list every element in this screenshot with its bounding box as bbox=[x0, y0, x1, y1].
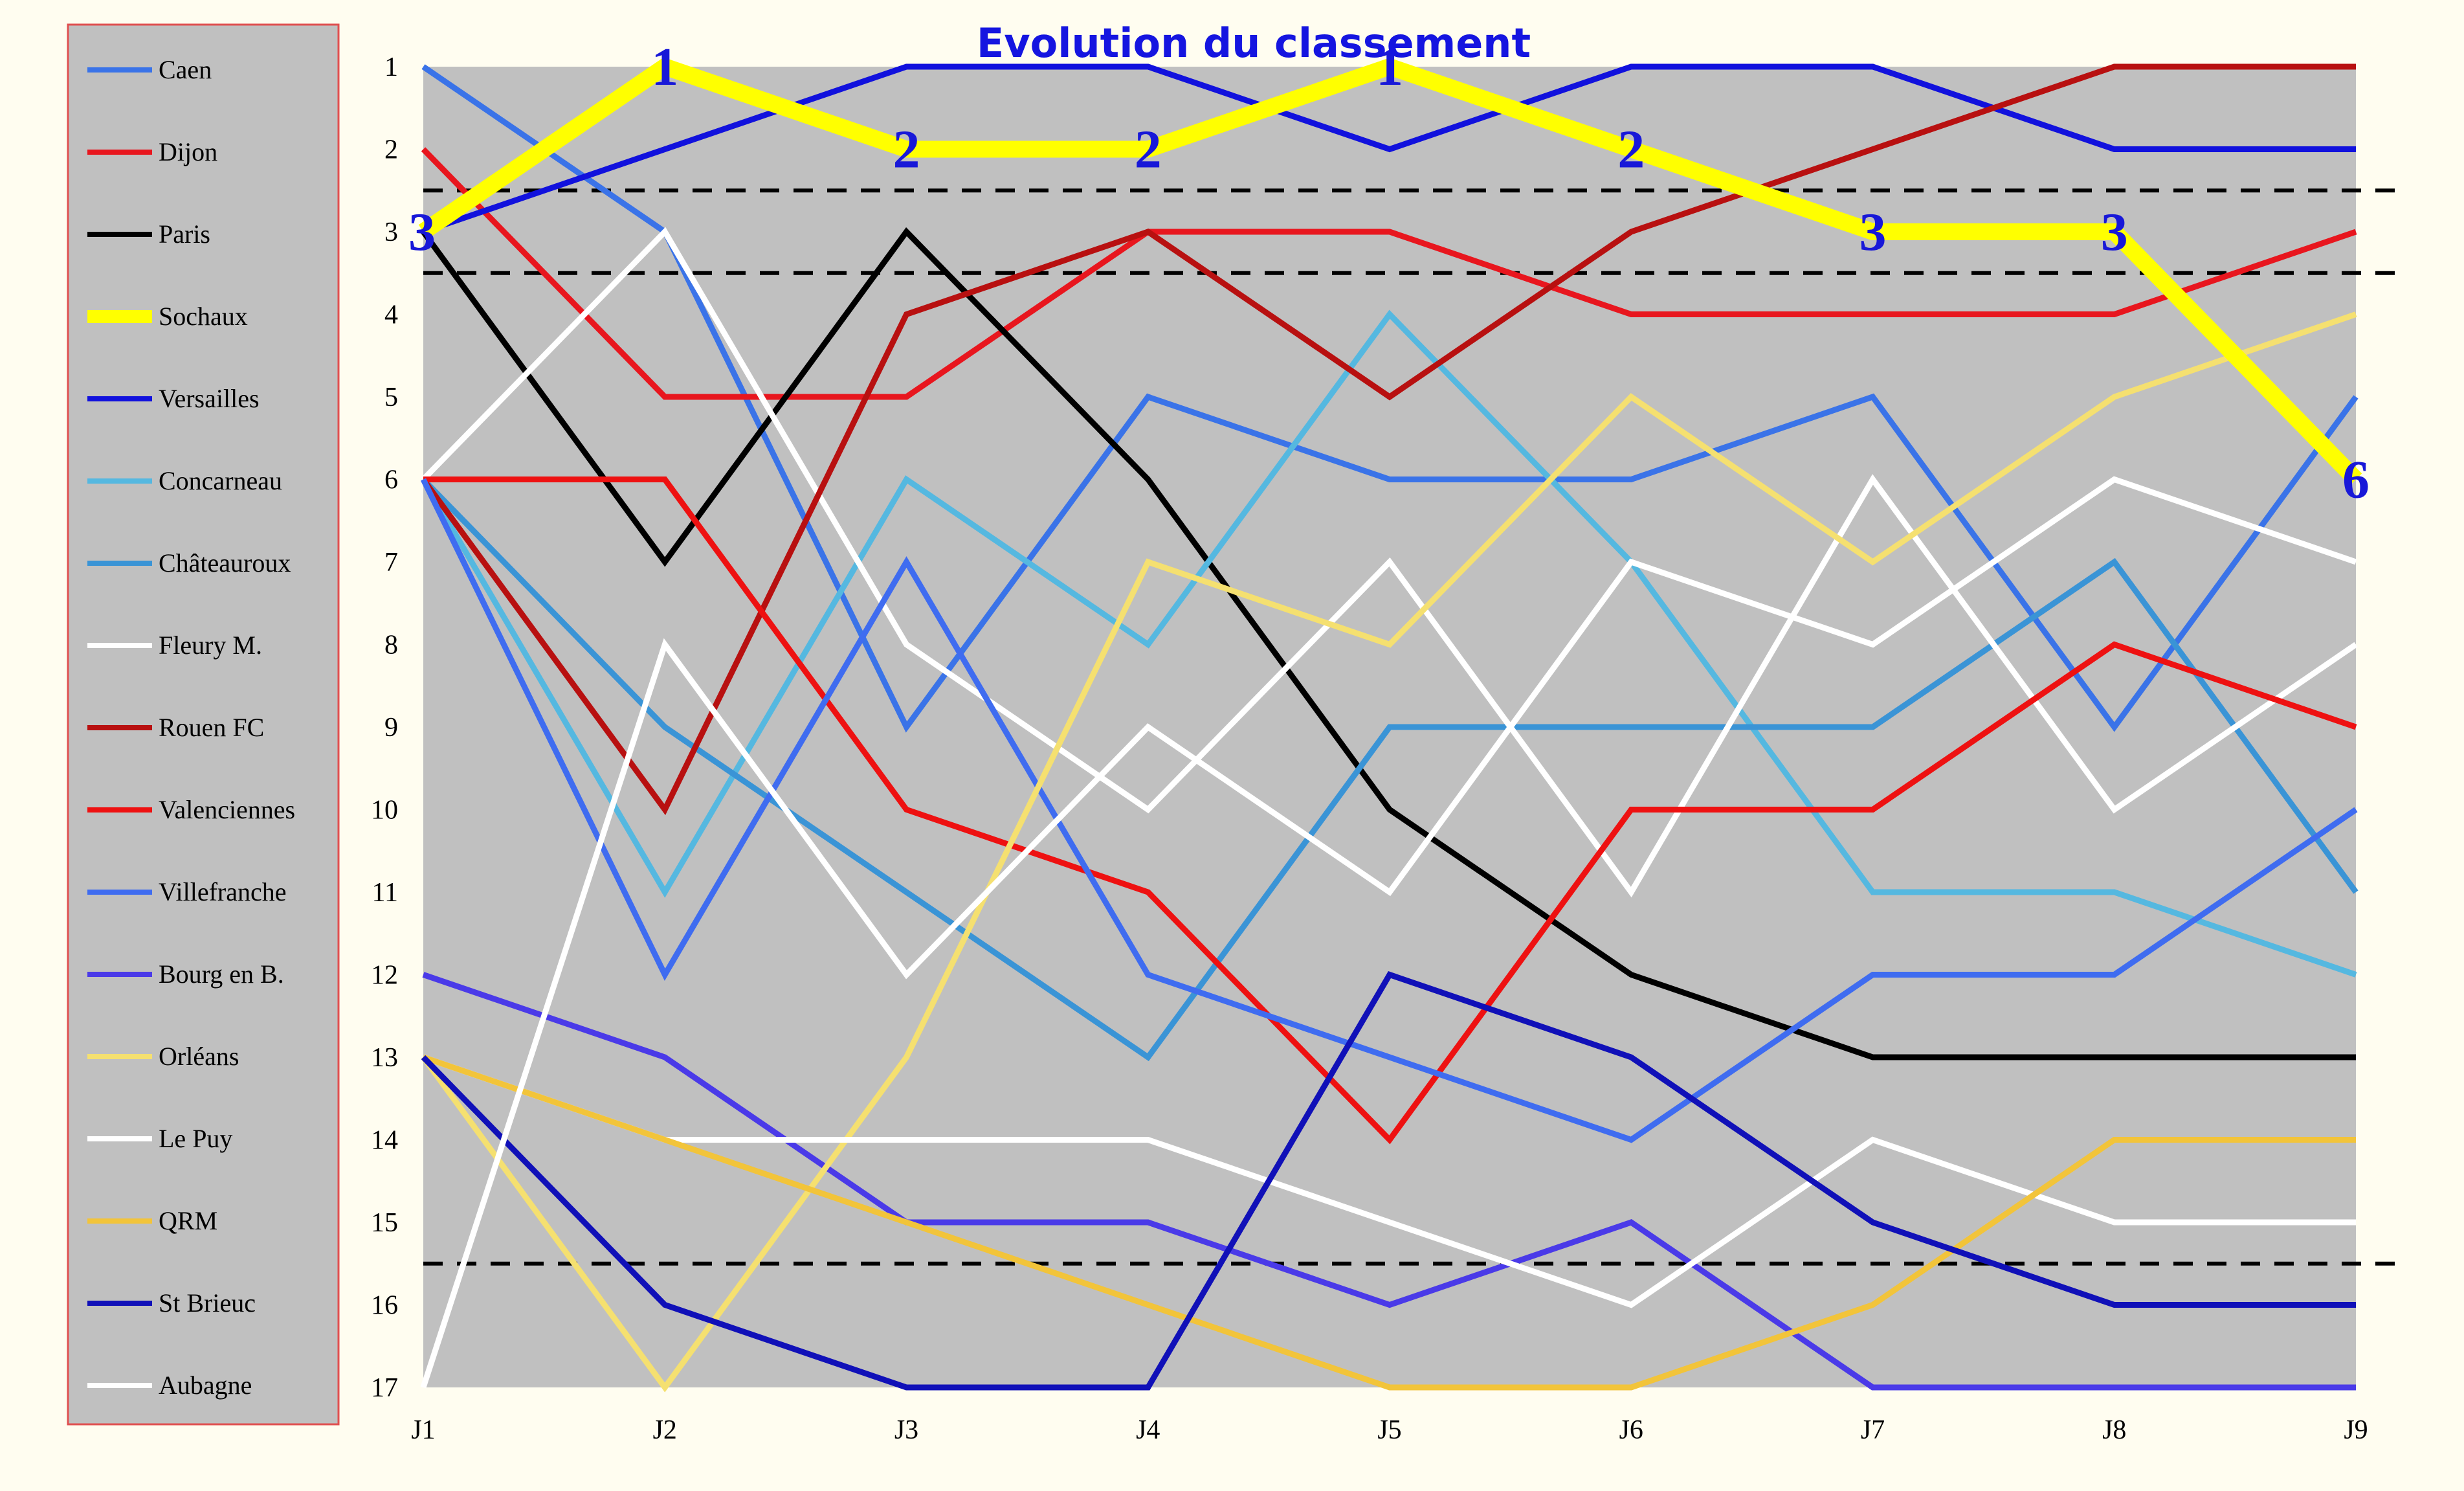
y-tick-label: 2 bbox=[384, 135, 398, 165]
legend-label: Rouen FC bbox=[159, 713, 264, 742]
y-tick-label: 1 bbox=[384, 52, 398, 82]
sochaux-rank-label: 1 bbox=[651, 37, 678, 97]
legend-label: Versailles bbox=[159, 384, 260, 413]
y-tick-label: 13 bbox=[371, 1043, 398, 1073]
legend-label: Dijon bbox=[159, 137, 217, 166]
y-tick-label: 12 bbox=[371, 961, 398, 991]
series-line-villefranche bbox=[420, 478, 2358, 1143]
y-tick-label: 14 bbox=[371, 1126, 398, 1156]
legend-label: St Brieuc bbox=[159, 1288, 256, 1317]
sochaux-rank-label: 3 bbox=[1859, 202, 1887, 262]
x-tick-label: J6 bbox=[1619, 1415, 1643, 1445]
x-tick-label: J4 bbox=[1136, 1415, 1160, 1445]
legend-label: Paris bbox=[159, 219, 210, 249]
chart-title: Evolution du classement bbox=[977, 19, 1531, 67]
series-line-orl-ans bbox=[421, 311, 2357, 1393]
y-tick-label: 17 bbox=[371, 1373, 398, 1403]
series-line-rouen-fc bbox=[421, 63, 2356, 816]
sochaux-rank-label: 6 bbox=[2342, 450, 2370, 510]
series-line-aubagne bbox=[420, 476, 2357, 1389]
legend-label: Le Puy bbox=[159, 1124, 232, 1153]
series-line-st-brieuc bbox=[421, 971, 2356, 1391]
legend-label: Caen bbox=[159, 55, 212, 84]
legend-box bbox=[67, 23, 340, 1426]
series-line-dijon bbox=[421, 147, 2357, 400]
series-line-qrm bbox=[422, 1054, 2356, 1391]
y-tick-label: 16 bbox=[371, 1291, 398, 1321]
legend-label: Valenciennes bbox=[159, 795, 295, 824]
x-tick-label: J8 bbox=[2102, 1415, 2126, 1445]
series-line-versailles bbox=[422, 63, 2356, 235]
legend-label: Fleury M. bbox=[159, 631, 262, 660]
series-line-paris bbox=[421, 227, 2356, 1060]
sochaux-rank-label: 3 bbox=[2101, 202, 2128, 262]
y-tick-label: 6 bbox=[384, 465, 398, 495]
sochaux-rank-label: 2 bbox=[893, 120, 920, 180]
legend-label: Bourg en B. bbox=[159, 959, 284, 989]
legend-label: Châteauroux bbox=[159, 548, 291, 577]
y-tick-label: 4 bbox=[384, 300, 398, 330]
legend-label: Villefranche bbox=[159, 877, 286, 906]
sochaux-rank-label: 3 bbox=[408, 202, 436, 262]
y-tick-label: 7 bbox=[384, 548, 398, 577]
sochaux-rank-label: 2 bbox=[1135, 120, 1162, 180]
y-tick-label: 9 bbox=[384, 713, 398, 743]
y-tick-label: 8 bbox=[384, 631, 398, 660]
x-tick-label: J2 bbox=[653, 1415, 677, 1445]
y-tick-label: 3 bbox=[384, 218, 398, 247]
x-tick-label: J7 bbox=[1861, 1415, 1885, 1445]
y-tick-label: 5 bbox=[384, 383, 398, 412]
legend-label: Sochaux bbox=[159, 302, 248, 331]
x-tick-label: J5 bbox=[1377, 1415, 1401, 1445]
series-line-ch-teauroux bbox=[421, 477, 2359, 1062]
sochaux-rank-label: 1 bbox=[1376, 37, 1403, 97]
x-tick-label: J1 bbox=[411, 1415, 435, 1445]
x-tick-label: J9 bbox=[2344, 1415, 2368, 1445]
y-tick-label: 11 bbox=[372, 878, 398, 908]
series-line-valenciennes bbox=[423, 476, 2357, 1145]
x-tick-label: J3 bbox=[894, 1415, 918, 1445]
legend-label: QRM bbox=[159, 1206, 217, 1235]
legend-label: Orléans bbox=[159, 1042, 239, 1071]
legend-label: Aubagne bbox=[159, 1371, 252, 1400]
y-tick-label: 10 bbox=[371, 796, 398, 825]
sochaux-rank-label: 2 bbox=[1617, 120, 1645, 180]
y-tick-label: 15 bbox=[371, 1208, 398, 1238]
series-line-bourg-en-b- bbox=[422, 972, 2356, 1391]
series-line-sochaux bbox=[418, 57, 2362, 486]
legend-label: Concarneau bbox=[159, 466, 282, 495]
